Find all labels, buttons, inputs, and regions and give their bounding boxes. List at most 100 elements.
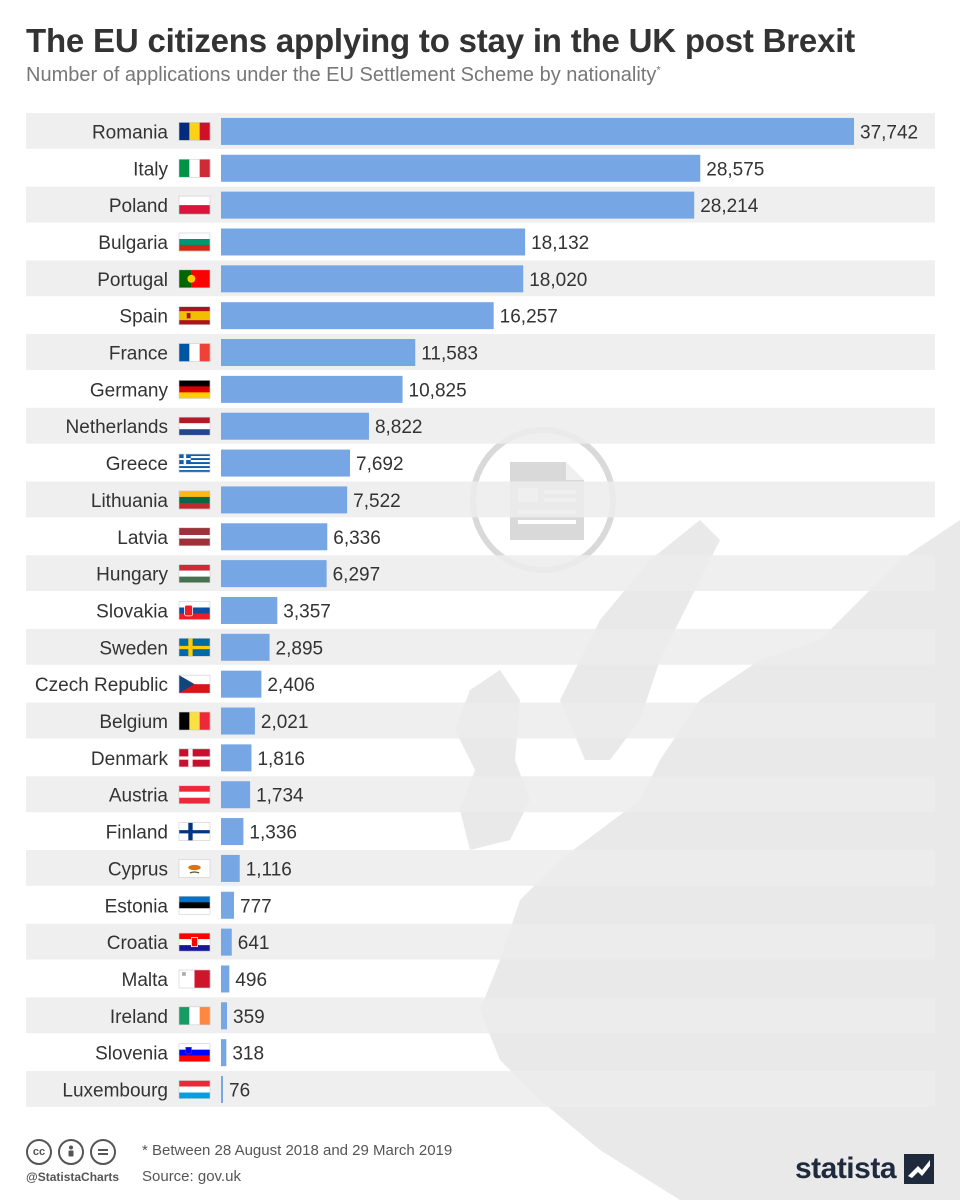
flag-icon	[178, 232, 211, 252]
chart-row: Poland 28,214	[26, 186, 935, 223]
chart-row: Greece 7,692	[106, 449, 404, 477]
chart-row: Spain 16,257	[119, 302, 558, 330]
bar	[221, 854, 240, 882]
subtitle-footnote-mark: *	[656, 64, 661, 77]
value-label: 18,132	[531, 233, 589, 254]
value-label: 7,692	[356, 454, 404, 475]
category-label: Austria	[109, 786, 169, 807]
flag-icon	[178, 601, 211, 620]
bar	[221, 302, 494, 330]
flag-icon	[178, 158, 211, 178]
row-band	[26, 555, 935, 592]
flag-icon	[178, 527, 211, 547]
category-label: Romania	[92, 122, 168, 143]
chart-row: Lithuania 7,522	[26, 481, 935, 518]
value-label: 16,257	[500, 307, 558, 328]
chart-row: Italy 28,575	[133, 154, 764, 182]
value-label: 2,406	[267, 675, 315, 696]
bar	[221, 265, 524, 293]
flag-icon	[178, 895, 211, 915]
chart-row: Latvia 6,336	[117, 523, 381, 551]
category-label: Estonia	[105, 896, 169, 917]
category-label: Italy	[133, 159, 168, 180]
flag-icon	[178, 195, 211, 215]
value-label: 1,116	[246, 859, 292, 880]
bar	[221, 818, 244, 846]
value-label: 18,020	[529, 270, 587, 291]
row-band	[26, 923, 935, 960]
flag-icon	[178, 932, 211, 952]
chart-row: Czech Republic 2,406	[35, 670, 315, 698]
bar	[221, 191, 695, 219]
flag-icon	[178, 416, 211, 436]
flag-icon	[178, 380, 211, 399]
category-label: France	[109, 344, 168, 365]
category-label: Slovakia	[96, 601, 168, 622]
bar	[221, 117, 854, 145]
category-label: Germany	[90, 380, 169, 401]
row-band	[26, 850, 935, 886]
value-label: 76	[229, 1081, 250, 1102]
category-label: Hungary	[96, 565, 168, 586]
bar	[221, 670, 262, 698]
chart-row: France 11,583	[26, 334, 935, 370]
value-label: 2,895	[276, 638, 324, 659]
flag-icon	[178, 674, 211, 694]
row-band	[26, 1071, 935, 1107]
category-label: Lithuania	[91, 491, 169, 512]
bar	[221, 1002, 228, 1030]
brand-name: statista	[794, 1152, 897, 1185]
value-label: 359	[233, 1007, 265, 1028]
value-label: 641	[238, 933, 270, 954]
value-label: 3,357	[283, 601, 331, 622]
flag-icon	[178, 453, 211, 473]
category-label: Spain	[119, 307, 168, 328]
statista-logo-icon	[904, 1154, 934, 1184]
row-band	[26, 776, 935, 813]
flag-icon	[178, 564, 211, 583]
value-label: 318	[232, 1044, 264, 1065]
chart-row: Denmark 1,816	[91, 744, 305, 772]
bar	[221, 633, 270, 661]
value-label: 2,021	[261, 712, 309, 733]
row-band	[26, 334, 935, 370]
bar	[221, 744, 252, 772]
value-label: 1,734	[256, 786, 304, 807]
bar	[221, 596, 278, 624]
category-label: Poland	[109, 196, 168, 217]
category-label: Cyprus	[108, 859, 168, 880]
bar	[221, 928, 232, 956]
category-label: Belgium	[99, 712, 168, 733]
source-note: Source: gov.uk	[142, 1168, 241, 1185]
statista-brand[interactable]: statista	[795, 1152, 934, 1186]
chart-row: Bulgaria 18,132	[98, 228, 589, 256]
chart-row: Cyprus 1,116	[26, 850, 935, 886]
chart-row: Belgium 2,021	[26, 702, 935, 739]
row-band	[26, 628, 935, 665]
value-label: 11,583	[421, 344, 478, 365]
value-label: 496	[235, 970, 267, 991]
category-label: Bulgaria	[98, 233, 168, 254]
category-label: Luxembourg	[62, 1081, 168, 1102]
flag-icon	[178, 1080, 211, 1099]
chart-row: Netherlands 8,822	[26, 407, 935, 444]
category-label: Finland	[106, 823, 168, 844]
value-label: 1,816	[257, 749, 305, 770]
bar	[221, 449, 351, 477]
bar	[221, 1076, 223, 1104]
page-title: The EU citizens applying to stay in the …	[26, 22, 855, 59]
cc-icon: cc	[26, 1139, 52, 1165]
value-label: 28,575	[706, 159, 764, 180]
bar	[221, 486, 348, 514]
bar	[221, 228, 526, 256]
flag-icon	[178, 343, 211, 362]
flag-icon	[178, 122, 211, 141]
flag-icon	[178, 711, 211, 731]
value-label: 10,825	[409, 380, 467, 401]
row-band	[26, 997, 935, 1034]
social-handle: @StatistaCharts	[26, 1170, 120, 1184]
category-label: Slovenia	[95, 1044, 168, 1065]
value-label: 7,522	[353, 491, 401, 512]
value-label: 777	[240, 896, 272, 917]
